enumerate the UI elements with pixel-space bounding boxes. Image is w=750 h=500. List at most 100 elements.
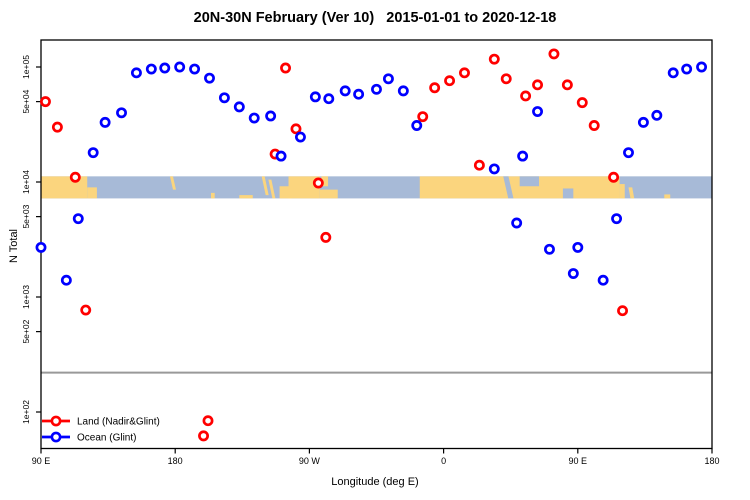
point-ocean <box>309 91 321 103</box>
point-ocean <box>233 101 245 113</box>
point-ocean <box>544 243 555 255</box>
y-tick-label: 1e+05 <box>21 55 31 79</box>
y-tick-label: 1e+02 <box>21 400 31 424</box>
point-ocean <box>174 61 186 73</box>
y-tick-label: 5e+03 <box>21 204 31 228</box>
legend-item-land: Land (Nadir&Glint) <box>42 415 160 428</box>
world-map-band <box>41 176 712 199</box>
point-ocean <box>204 72 215 84</box>
point-land <box>500 73 512 85</box>
point-ocean <box>265 110 277 122</box>
point-ocean <box>116 107 127 119</box>
y-tick-label: 5e+02 <box>21 319 31 343</box>
point-ocean <box>488 163 500 175</box>
point-ocean <box>517 150 529 162</box>
point-land <box>520 90 532 102</box>
point-ocean <box>35 241 47 253</box>
point-ocean <box>87 147 99 159</box>
point-ocean <box>572 241 584 253</box>
x-tick-label: 0 <box>441 456 446 466</box>
map-land-segment <box>41 176 88 199</box>
point-ocean <box>295 131 306 143</box>
point-ocean <box>248 112 260 124</box>
map-land-segment <box>210 192 215 199</box>
x-tick-label: 90 W <box>299 456 321 466</box>
point-ocean <box>382 73 394 85</box>
point-ocean <box>637 116 649 128</box>
point-ocean <box>681 63 693 75</box>
point-ocean <box>189 63 201 75</box>
map-land-segment <box>169 176 176 190</box>
point-land <box>417 111 429 123</box>
point-ocean <box>667 67 679 79</box>
legend-symbol-ocean <box>50 431 62 443</box>
map-ocean-segment <box>562 188 574 199</box>
map-ocean-segment <box>503 176 514 199</box>
map-land-segment <box>619 184 625 199</box>
point-ocean <box>411 120 423 131</box>
y-tick-label: 1e+03 <box>21 285 31 309</box>
map-land-segment <box>319 189 338 199</box>
legend-item-ocean: Ocean (Glint) <box>42 431 136 444</box>
chart-title: 20N-30N February (Ver 10) 2015-01-01 to … <box>193 10 557 26</box>
point-ocean <box>99 116 111 128</box>
point-ocean <box>567 268 579 279</box>
point-land <box>532 79 543 91</box>
map-land-segment <box>87 187 97 199</box>
point-ocean <box>353 88 365 100</box>
point-ocean <box>597 274 609 286</box>
point-land <box>51 121 63 133</box>
map-land-segment <box>261 176 269 196</box>
point-land <box>459 67 470 79</box>
y-axis-ticks: 1e+05 5e+04 1e+04 5e+03 1e+03 5e+02 1e+02 <box>21 55 41 424</box>
map-land-segment <box>628 187 635 199</box>
point-land <box>588 120 600 131</box>
point-ocean <box>275 150 287 162</box>
point-land <box>444 75 456 87</box>
point-ocean <box>371 83 382 95</box>
x-tick-label: 90 E <box>32 456 51 466</box>
x-axis-title: Longitude (deg E) <box>331 476 419 488</box>
point-land <box>488 53 500 65</box>
point-ocean <box>611 213 623 225</box>
point-land <box>576 97 588 109</box>
point-land <box>312 177 324 189</box>
point-land <box>80 304 92 316</box>
map-land-segment <box>288 176 320 199</box>
x-axis-ticks: 90 E 180 90 W 0 90 E 180 <box>32 448 720 466</box>
point-ocean <box>339 85 351 97</box>
x-tick-label: 90 E <box>569 456 588 466</box>
point-ocean <box>696 61 708 73</box>
legend-label-land: Land (Nadir&Glint) <box>77 417 160 428</box>
point-ocean <box>623 147 634 159</box>
y-tick-label: 1e+04 <box>21 170 31 194</box>
point-land <box>69 171 81 183</box>
x-tick-label: 180 <box>168 456 183 466</box>
point-ocean <box>397 85 409 97</box>
point-land <box>198 430 209 442</box>
series-land <box>40 48 628 442</box>
point-ocean <box>60 274 72 286</box>
point-ocean <box>532 106 543 117</box>
point-land <box>548 48 560 60</box>
point-ocean <box>323 93 335 105</box>
y-tick-label: 5e+04 <box>21 89 31 113</box>
point-land <box>290 123 302 135</box>
point-ocean <box>159 62 171 74</box>
point-land <box>280 62 291 74</box>
y-axis-title: N Total <box>8 228 20 264</box>
point-land <box>561 79 573 91</box>
map-land-segment <box>664 194 671 199</box>
plot-border <box>40 39 713 450</box>
legend-symbol-land <box>50 415 62 427</box>
point-land <box>40 96 51 108</box>
point-land <box>473 159 485 171</box>
x-tick-label: 180 <box>704 456 719 466</box>
point-land <box>617 305 628 317</box>
map-land-segment <box>239 195 253 199</box>
point-ocean <box>145 63 157 75</box>
point-land <box>429 82 441 94</box>
point-ocean <box>130 67 142 79</box>
